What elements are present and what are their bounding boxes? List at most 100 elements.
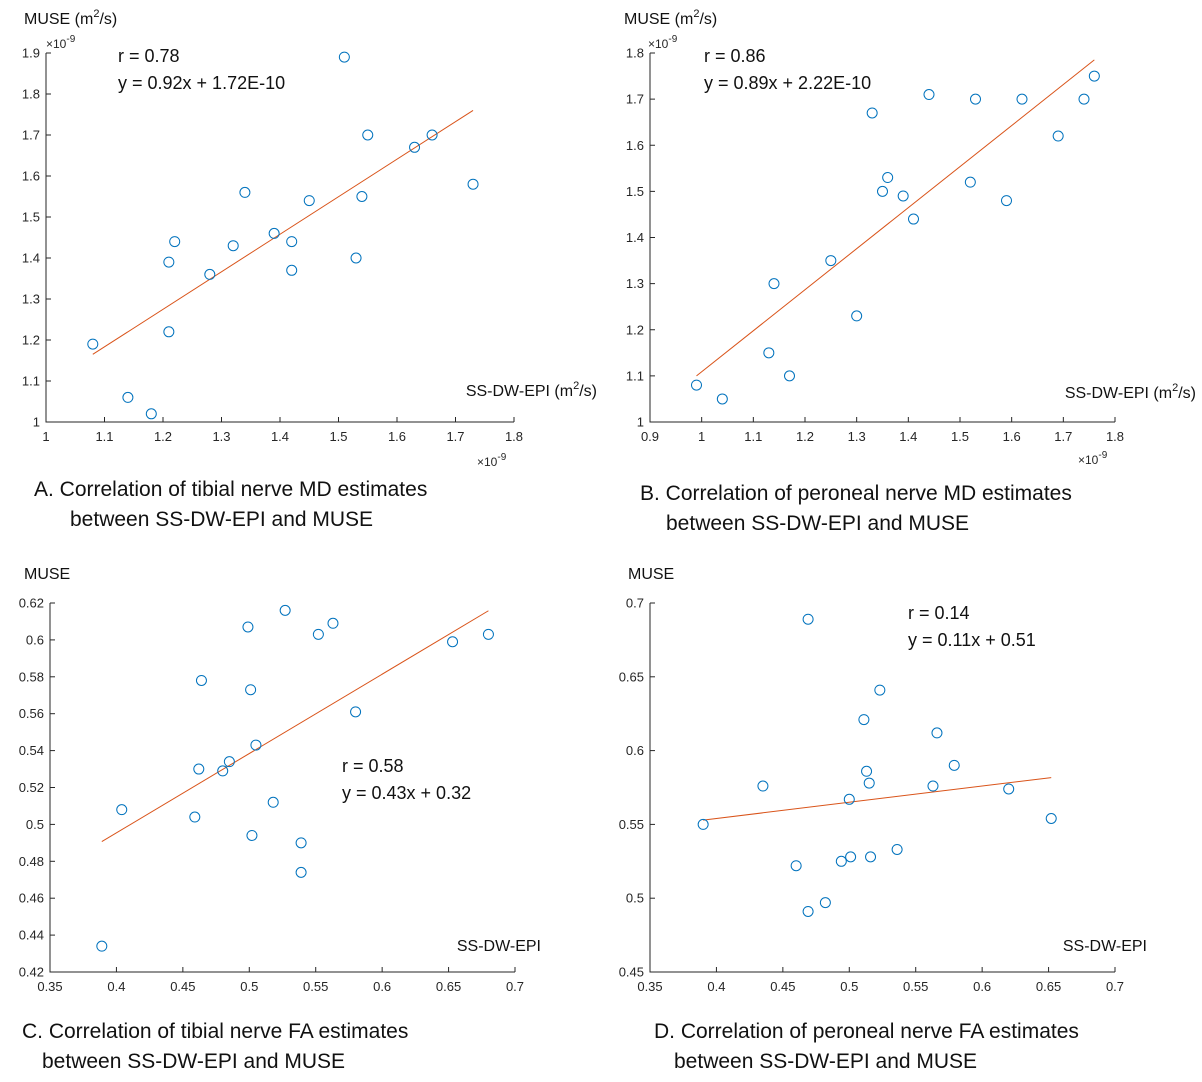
caption-line-2: between SS-DW-EPI and MUSE bbox=[70, 508, 373, 531]
x-tick-label: 1.6 bbox=[1003, 429, 1021, 444]
data-point bbox=[223, 756, 235, 768]
correlation-r: r = 0.58 bbox=[342, 756, 404, 776]
data-point bbox=[482, 628, 494, 640]
y-tick-label: 0.48 bbox=[19, 854, 44, 869]
panel-d: 0.35 0.4 0.45 0.5 0.55 0.6 0.65 0.7 0.45 0.5 0.55 0… bbox=[619, 566, 1147, 1073]
data-point bbox=[948, 759, 960, 771]
data-point bbox=[96, 940, 108, 952]
y-tick-label: 1 bbox=[637, 415, 644, 430]
data-point bbox=[193, 763, 205, 775]
data-point bbox=[122, 391, 134, 403]
data-point bbox=[843, 793, 855, 805]
data-point bbox=[1088, 70, 1100, 82]
data-point bbox=[447, 636, 459, 648]
axis-lines bbox=[649, 53, 1115, 423]
x-tick-label: 1.4 bbox=[271, 429, 289, 444]
x-tick-label: 1.8 bbox=[505, 429, 523, 444]
x-tick-label: 0.7 bbox=[506, 979, 524, 994]
data-point bbox=[908, 213, 919, 225]
data-point bbox=[757, 780, 769, 792]
data-point bbox=[295, 866, 307, 878]
data-point bbox=[858, 714, 870, 726]
regression-line bbox=[703, 777, 1052, 821]
regression-equation: y = 0.11x + 0.51 bbox=[908, 630, 1036, 650]
x-tick-label: 0.35 bbox=[637, 979, 662, 994]
caption-line-1: D. Correlation of peroneal nerve FA esti… bbox=[654, 1020, 1079, 1043]
data-point bbox=[250, 739, 262, 751]
y-axis-label: MUSE bbox=[628, 566, 674, 583]
data-point bbox=[327, 617, 339, 629]
y-axis-label: MUSE bbox=[24, 566, 70, 583]
data-point bbox=[246, 829, 258, 841]
y-axis-multiplier: ×10-9 bbox=[46, 34, 76, 51]
caption-line-1: B. Correlation of peroneal nerve MD esti… bbox=[640, 482, 1072, 505]
data-point bbox=[802, 905, 814, 917]
y-tick-label: 1 bbox=[33, 415, 40, 430]
y-tick-label: 1.2 bbox=[626, 322, 644, 337]
data-point bbox=[697, 818, 709, 830]
y-tick-label: 1.7 bbox=[22, 128, 40, 143]
y-axis-multiplier: ×10-9 bbox=[648, 34, 678, 51]
y-tick-label: 0.62 bbox=[19, 596, 44, 611]
y-tick-label: 1.4 bbox=[626, 230, 644, 245]
x-tick-label: 0.45 bbox=[770, 979, 795, 994]
y-tick-label: 0.6 bbox=[26, 632, 44, 647]
panel-b: 0.9 1 1.1 1.2 1.3 1.4 1.5 1.6 1.7 1.811.11.21.31.… bbox=[624, 8, 1196, 535]
x-tick-label: 1.2 bbox=[154, 429, 172, 444]
y-tick-label: 1.8 bbox=[626, 46, 644, 61]
data-point bbox=[931, 727, 943, 739]
y-tick-label: 0.5 bbox=[626, 891, 644, 906]
y-tick-label: 1.1 bbox=[626, 368, 644, 383]
x-tick-label: 1.8 bbox=[1106, 429, 1124, 444]
data-point bbox=[851, 310, 863, 322]
data-point bbox=[227, 240, 239, 252]
caption-line-2: between SS-DW-EPI and MUSE bbox=[674, 1050, 977, 1073]
y-tick-label: 1.7 bbox=[626, 92, 644, 107]
data-point bbox=[426, 129, 438, 141]
x-tick-label: 0.4 bbox=[107, 979, 125, 994]
x-tick-label: 1.3 bbox=[848, 429, 866, 444]
data-point bbox=[970, 93, 981, 105]
data-point bbox=[768, 278, 780, 290]
x-tick-label: 1 bbox=[42, 429, 49, 444]
y-tick-label: 1.2 bbox=[22, 333, 40, 348]
data-point bbox=[927, 780, 939, 792]
data-point bbox=[825, 255, 837, 267]
caption-line-1: A. Correlation of tibial nerve MD estima… bbox=[34, 478, 427, 501]
y-tick-label: 1.1 bbox=[22, 374, 40, 389]
data-point bbox=[863, 777, 875, 789]
data-point bbox=[835, 855, 847, 867]
data-point bbox=[865, 851, 877, 863]
data-point bbox=[145, 408, 157, 420]
data-point bbox=[356, 191, 368, 202]
x-tick-label: 0.7 bbox=[1106, 979, 1124, 994]
y-tick-label: 1.4 bbox=[22, 251, 40, 266]
x-tick-label: 1.5 bbox=[951, 429, 969, 444]
x-tick-label: 0.55 bbox=[903, 979, 928, 994]
data-point bbox=[1045, 812, 1057, 824]
panel-a: 1 1.1 1.2 1.3 1.4 1.5 1.6 1.7 1.8 1 1.1 1.2 1.3 1.4 1.… bbox=[22, 8, 597, 531]
panel-c: 0.35 0.4 0.45 0.5 0.55 0.6 0.65 0.7 0.42 0.44 0.46… bbox=[19, 566, 541, 1073]
data-point bbox=[861, 765, 873, 777]
data-point bbox=[874, 684, 886, 696]
y-axis-label: MUSE (m2/s) bbox=[24, 8, 117, 28]
data-point bbox=[1016, 93, 1028, 105]
data-point bbox=[312, 628, 324, 640]
data-point bbox=[87, 338, 99, 350]
x-tick-label: 1.6 bbox=[388, 429, 406, 444]
data-point bbox=[239, 186, 251, 198]
x-tick-label: 0.5 bbox=[240, 979, 258, 994]
data-point bbox=[195, 674, 207, 686]
y-tick-label: 0.65 bbox=[619, 669, 644, 684]
x-tick-label: 0.45 bbox=[170, 979, 195, 994]
x-tick-label: 0.4 bbox=[707, 979, 725, 994]
y-tick-label: 0.5 bbox=[26, 817, 44, 832]
data-point bbox=[1001, 195, 1012, 207]
data-point bbox=[286, 236, 298, 248]
x-tick-label: 0.9 bbox=[641, 429, 659, 444]
regression-line bbox=[101, 610, 489, 842]
x-tick-label: 0.55 bbox=[303, 979, 328, 994]
data-point bbox=[845, 851, 857, 863]
y-tick-label: 1.3 bbox=[626, 276, 644, 291]
